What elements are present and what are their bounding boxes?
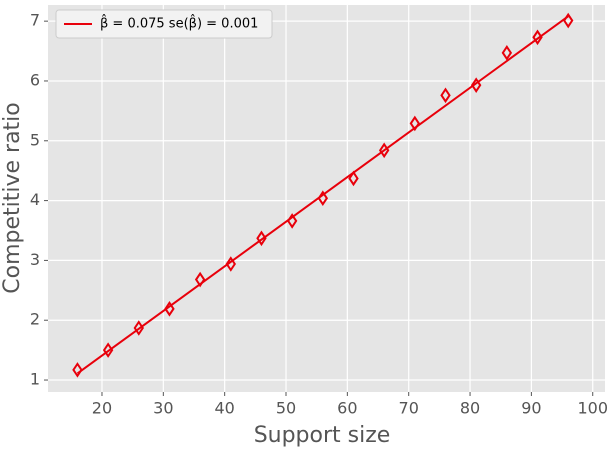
data-point xyxy=(256,230,267,247)
fit-line xyxy=(76,15,569,375)
data-point xyxy=(440,87,451,104)
data-point xyxy=(317,190,329,207)
y-tick-label: 6 xyxy=(30,70,40,89)
data-point xyxy=(286,213,298,229)
data-point xyxy=(164,301,175,317)
data-point xyxy=(378,142,390,159)
legend: β̂ = 0.075 se(β̂) = 0.001 xyxy=(55,9,273,39)
data-point xyxy=(194,271,206,288)
data-point xyxy=(409,115,421,132)
data-point xyxy=(102,342,114,358)
y-axis-label: Competitive ratio xyxy=(0,102,25,294)
legend-box xyxy=(55,9,273,39)
x-tick-label: 40 xyxy=(214,399,234,418)
data-point xyxy=(72,362,83,378)
data-point xyxy=(348,170,359,187)
y-tick-label: 7 xyxy=(30,11,40,30)
data-point xyxy=(562,12,574,29)
x-tick-label: 30 xyxy=(153,399,173,418)
y-tick-label: 4 xyxy=(30,190,40,209)
x-tick-label: 70 xyxy=(399,399,419,418)
data-point xyxy=(133,320,144,336)
data-point xyxy=(532,29,543,46)
y-tick-label: 5 xyxy=(30,130,40,149)
x-tick-label: 20 xyxy=(92,399,112,418)
x-tick-label: 100 xyxy=(577,399,608,418)
x-tick-label: 60 xyxy=(337,399,357,418)
data-point xyxy=(225,256,237,272)
y-tick-label: 2 xyxy=(30,310,40,329)
y-tick-label: 1 xyxy=(30,370,40,389)
y-tick-label: 3 xyxy=(30,250,40,269)
legend-label: β̂ = 0.075 se(β̂) = 0.001 xyxy=(100,14,258,31)
x-tick-label: 80 xyxy=(460,399,480,418)
x-tick-label: 90 xyxy=(521,399,541,418)
x-tick-label: 50 xyxy=(276,399,296,418)
data-point xyxy=(470,77,482,93)
x-axis-label: Support size xyxy=(254,423,391,448)
data-point xyxy=(501,45,513,61)
